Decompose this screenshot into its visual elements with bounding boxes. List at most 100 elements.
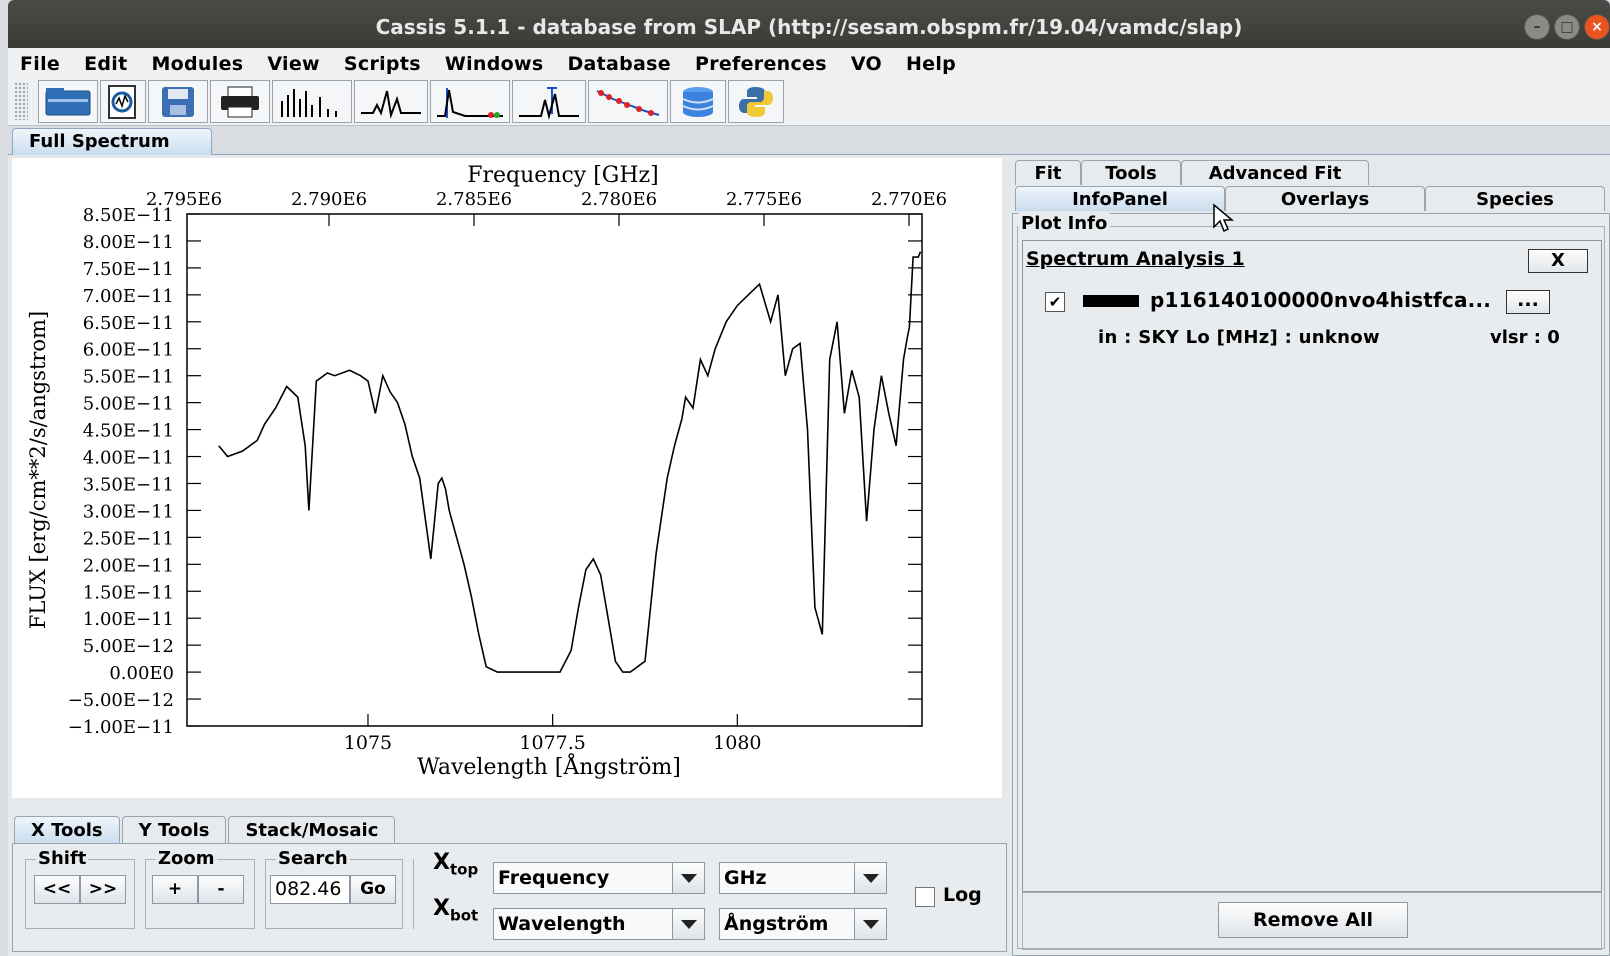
chevron-down-icon[interactable] [854, 909, 886, 939]
spectrum-name: p116140100000nvo4histfca... [1150, 288, 1492, 312]
spectrum-info-text: in : SKY Lo [MHz] : unknow [1098, 327, 1380, 348]
zoom-group: Zoom + - [145, 848, 255, 929]
spectrum-analysis-icon[interactable] [354, 80, 428, 123]
tab-full-spectrum[interactable]: Full Spectrum [12, 128, 212, 155]
line-spectrum-icon[interactable] [272, 80, 352, 123]
plot-info-frame [1017, 226, 1605, 949]
rotational-diagram-icon[interactable] [588, 80, 668, 123]
menu-vo[interactable]: VO [850, 53, 882, 75]
chevron-down-icon[interactable] [672, 909, 704, 939]
search-go-button[interactable]: Go [350, 875, 396, 904]
zoom-in-button[interactable]: + [152, 875, 198, 904]
remove-all-button[interactable]: Remove All [1218, 902, 1408, 938]
window-controls: – □ × [1524, 14, 1610, 40]
close-window-icon[interactable]: × [1584, 14, 1610, 40]
y-tick-label: 2.00E−11 [83, 555, 174, 576]
spectrum-chart[interactable]: Frequency [GHz] 2.795E6 2.790E6 2.785E6 2.7… [12, 158, 1002, 798]
log-checkbox[interactable] [915, 887, 935, 907]
xtop-label: Xtop [433, 850, 479, 879]
search-title: Search [276, 848, 350, 869]
y-tick-label: 4.50E−11 [83, 421, 174, 442]
menu-help[interactable]: Help [905, 53, 957, 75]
toolbar-grip[interactable] [14, 82, 28, 120]
minimize-icon[interactable]: – [1524, 14, 1550, 40]
mouse-cursor-icon [1213, 203, 1235, 233]
y-tick-label: 2.50E−11 [83, 528, 174, 549]
log-label: Log [943, 884, 982, 906]
menu-preferences[interactable]: Preferences [694, 53, 827, 75]
window-title: Cassis 5.1.1 - database from SLAP (http:… [375, 15, 1243, 39]
plot-frame [186, 213, 923, 727]
y-tick-label: −1.00E−11 [68, 717, 174, 738]
shift-left-button[interactable]: << [34, 875, 80, 904]
y-tick-label: 1.50E−11 [83, 582, 174, 603]
menu-modules[interactable]: Modules [151, 53, 244, 75]
close-analysis-button[interactable]: X [1528, 249, 1588, 273]
top-axis-title: Frequency [GHz] [467, 163, 659, 188]
menu-scripts[interactable]: Scripts [343, 53, 421, 75]
shift-right-button[interactable]: >> [80, 875, 126, 904]
tab-tools[interactable]: Tools [1081, 160, 1181, 185]
spectrum-analysis-title[interactable]: Spectrum Analysis 1 [1026, 248, 1245, 270]
xtop-axis-select[interactable]: Frequency [493, 862, 705, 894]
y-tick-label: 8.50E−11 [83, 205, 174, 226]
tab-y-tools[interactable]: Y Tools [121, 816, 227, 844]
x-axis-title: Wavelength [Ångström] [417, 752, 681, 780]
menu-file[interactable]: File [20, 53, 61, 75]
y-tick-label: 5.50E−11 [83, 367, 174, 388]
x-tick-label: 1077.5 [519, 732, 585, 754]
y-tick-label: 3.00E−11 [83, 501, 174, 522]
remove-all-frame [1022, 892, 1602, 950]
xtop-unit-select[interactable]: GHz [719, 862, 887, 894]
chevron-down-icon[interactable] [854, 863, 886, 893]
spectrum-line [218, 251, 922, 673]
y-tick-label: 5.00E−11 [83, 394, 174, 415]
y-tick-label: 1.00E−11 [83, 609, 174, 630]
database-icon[interactable] [670, 80, 726, 123]
xbot-axis-select[interactable]: Wavelength [493, 908, 705, 940]
tab-species[interactable]: Species [1425, 186, 1605, 211]
tab-stack-mosaic[interactable]: Stack/Mosaic [228, 816, 396, 844]
top-tick-label: 2.785E6 [436, 189, 512, 210]
y-tick-label: 4.00E−11 [83, 448, 174, 469]
menu-edit[interactable]: Edit [84, 53, 128, 75]
y-tick-label: 6.50E−11 [83, 313, 174, 334]
plot-info-title: Plot Info [1018, 213, 1111, 234]
search-input[interactable]: 082.46 [270, 875, 350, 904]
tab-overlays[interactable]: Overlays [1225, 186, 1425, 211]
spectrum-color-swatch[interactable] [1083, 295, 1139, 307]
loomis-wood-icon[interactable] [512, 80, 586, 123]
open-folder-icon[interactable] [38, 80, 98, 123]
open-spectrum-icon[interactable] [100, 80, 146, 123]
menu-windows[interactable]: Windows [444, 53, 544, 75]
x-tools-panel: Shift << >> Zoom + - Search 082.46 Go Xt… [12, 843, 1007, 952]
save-icon[interactable] [148, 80, 208, 123]
y-tick-label: 7.50E−11 [83, 259, 174, 280]
tab-infopanel[interactable]: InfoPanel [1015, 186, 1225, 211]
tab-fit[interactable]: Fit [1015, 160, 1081, 185]
menu-view[interactable]: View [267, 53, 320, 75]
spectrum-visible-checkbox[interactable]: ✔ [1045, 292, 1065, 312]
print-icon[interactable] [210, 80, 270, 123]
spectrum-options-button[interactable]: ... [1506, 290, 1550, 314]
separator [413, 859, 414, 929]
right-tabs-row1: Fit Tools Advanced Fit [1015, 160, 1369, 185]
menu-database[interactable]: Database [567, 53, 671, 75]
tab-x-tools[interactable]: X Tools [14, 816, 120, 844]
maximize-icon[interactable]: □ [1554, 14, 1580, 40]
xbot-unit-select[interactable]: Ångström [719, 908, 887, 940]
chevron-down-icon[interactable] [672, 863, 704, 893]
line-analysis-icon[interactable] [430, 80, 510, 123]
tab-advanced-fit[interactable]: Advanced Fit [1181, 160, 1369, 185]
x-tick-label: 1080 [713, 732, 761, 754]
spectrum-analysis-box [1022, 240, 1602, 892]
zoom-out-button[interactable]: - [198, 875, 244, 904]
python-icon[interactable] [728, 80, 784, 123]
shift-group: Shift << >> [25, 848, 135, 929]
y-tick-label: 8.00E−11 [83, 232, 174, 253]
x-tick-label: 1075 [344, 732, 392, 754]
zoom-title: Zoom [156, 848, 217, 869]
y-axis-title: FLUX [erg/cm**2/s/angstrom] [26, 311, 50, 629]
spectrum-vlsr-text: vlsr : 0 [1490, 327, 1560, 348]
top-tick-label: 2.790E6 [291, 189, 367, 210]
